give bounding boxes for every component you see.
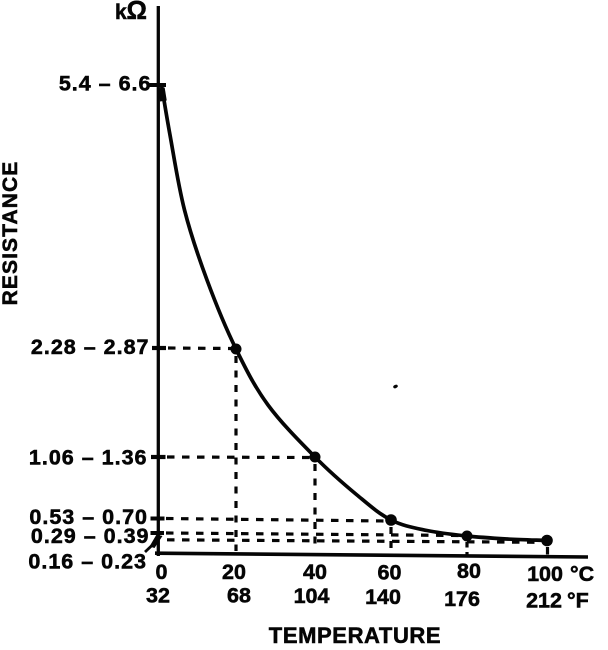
svg-text:2.28 – 2.87: 2.28 – 2.87 [31, 335, 150, 359]
svg-text:5.4 – 6.6: 5.4 – 6.6 [59, 71, 152, 95]
svg-text:Ω: Ω [127, 0, 147, 25]
svg-text:80: 80 [457, 559, 481, 583]
svg-text:40: 40 [303, 560, 327, 584]
svg-text:0.53 – 0.70: 0.53 – 0.70 [29, 505, 148, 529]
svg-text:°F: °F [567, 589, 589, 613]
svg-text:0.29 – 0.39: 0.29 – 0.39 [31, 524, 150, 548]
svg-text:k: k [115, 1, 127, 24]
svg-text:1.06 – 1.36: 1.06 – 1.36 [29, 446, 148, 470]
svg-text:20: 20 [222, 560, 246, 584]
svg-text:TEMPERATURE: TEMPERATURE [269, 623, 441, 648]
svg-text:0.16 – 0.23: 0.16 – 0.23 [28, 550, 147, 574]
svg-text:212: 212 [526, 589, 562, 613]
svg-text:°C: °C [570, 562, 594, 586]
svg-text:176: 176 [444, 587, 480, 611]
svg-text:RESISTANCE: RESISTANCE [0, 161, 22, 306]
svg-text:0: 0 [156, 560, 168, 584]
svg-text:104: 104 [294, 584, 330, 608]
svg-text:60: 60 [378, 561, 402, 585]
svg-text:140: 140 [365, 585, 401, 609]
svg-text:32: 32 [146, 584, 170, 608]
svg-text:100: 100 [527, 562, 563, 586]
svg-text:68: 68 [227, 584, 251, 608]
